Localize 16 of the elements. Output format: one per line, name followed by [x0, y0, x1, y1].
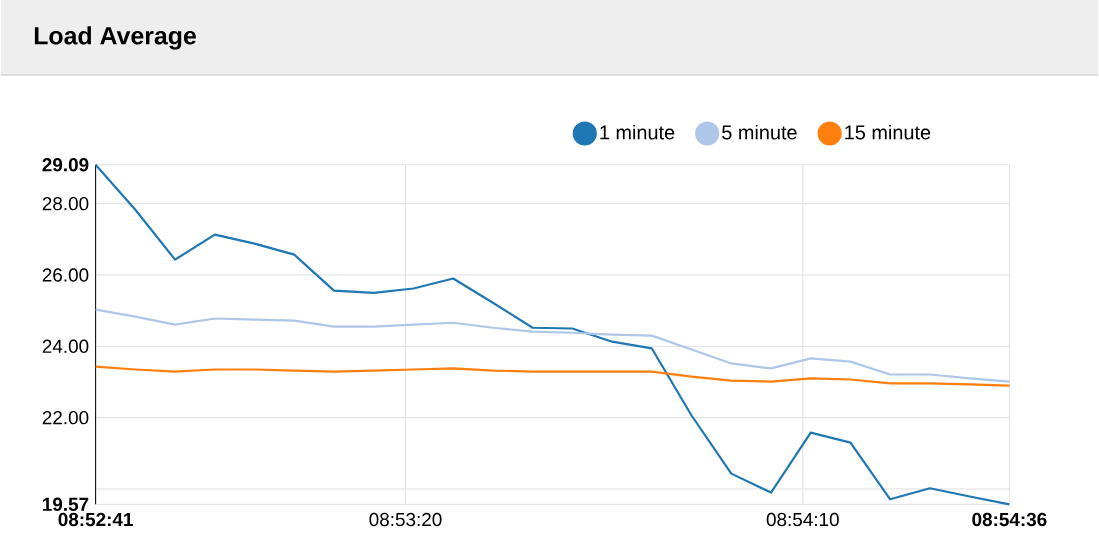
line-series [94, 308, 1011, 383]
y-tick-label: 26.00 [42, 268, 89, 282]
legend-label: 1 minute [600, 124, 675, 140]
legend-label: 15 minute [845, 124, 931, 140]
y-tick-label: 19.57 [43, 497, 89, 511]
chart-title: Load Average [34, 26, 196, 50]
line-series [94, 163, 1011, 506]
x-tick-label: 08:54:10 [766, 512, 839, 527]
y-tick-label: 22.00 [42, 410, 89, 425]
x-tick-label: 08:52:41 [58, 512, 133, 527]
y-tick-label: 29.09 [42, 157, 89, 172]
y-tick-label: 28.00 [42, 196, 89, 211]
legend-label: 5 minute [722, 124, 797, 140]
y-tick-label: 24.00 [42, 339, 89, 353]
x-tick-label: 08:53:20 [369, 512, 442, 527]
x-tick-label: 08:54:36 [972, 512, 1047, 527]
